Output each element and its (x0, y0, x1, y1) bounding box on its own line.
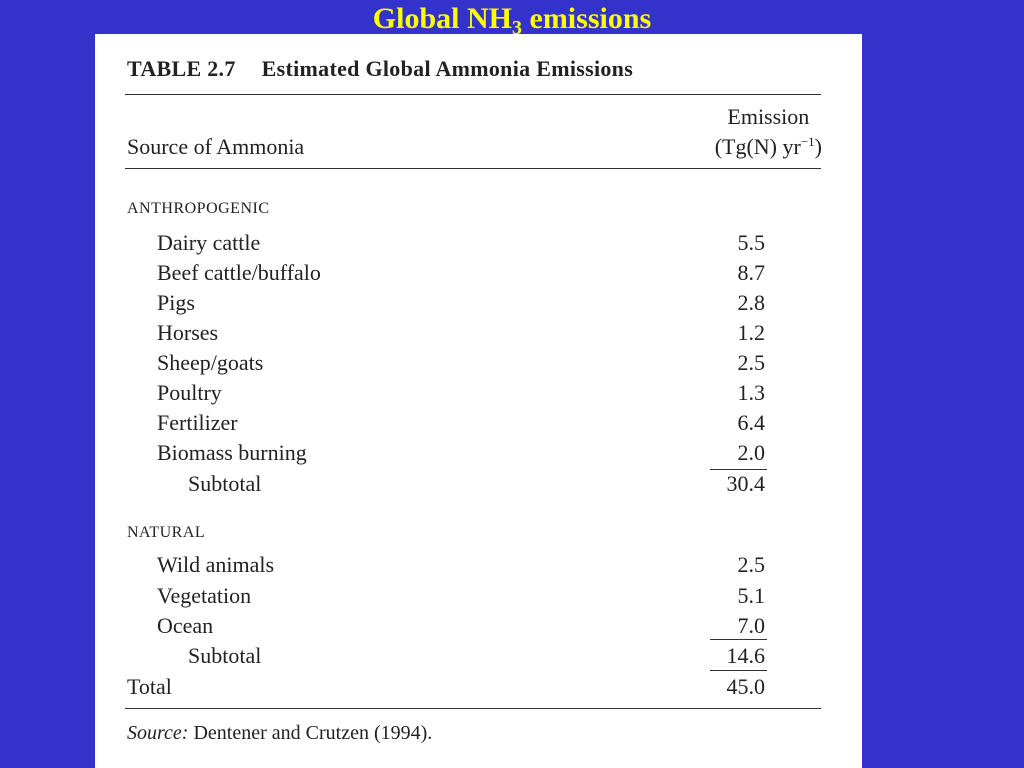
table-row-value: 5.1 (737, 583, 766, 608)
table-row-label: Pigs (157, 290, 195, 315)
table-row-label: Dairy cattle (157, 230, 261, 255)
total-label: Total (127, 674, 172, 699)
table-row-label: Vegetation (157, 583, 252, 608)
source-label: Source: (127, 722, 189, 744)
group-heading-natural: NATURAL (127, 524, 206, 541)
source-note: Source: Dentener and Crutzen (1994). (127, 722, 432, 745)
slide-title-subscript: 3 (512, 17, 522, 36)
total-value: 45.0 (726, 674, 766, 699)
table-row-label: Wild animals (157, 552, 275, 577)
table-row-value: 5.5 (737, 230, 766, 255)
table-row-label: Fertilizer (157, 410, 238, 435)
table-row-value: 6.4 (737, 410, 766, 435)
table-row-value: 2.8 (737, 290, 766, 315)
group-heading-anthropogenic: ANTHROPOGENIC (127, 200, 270, 217)
table-row-label: Beef cattle/buffalo (157, 260, 321, 285)
table-row-label: Biomass burning (157, 440, 307, 465)
slide-title-suffix: emissions (522, 2, 652, 35)
header-rule (125, 168, 821, 169)
table-row-label: Sheep/goats (157, 350, 264, 375)
sum-underline (710, 469, 767, 470)
table-row-label: Ocean (157, 613, 214, 638)
table-number: TABLE 2.7 (127, 56, 236, 81)
top-rule (125, 94, 821, 95)
table-row-value: 2.0 (737, 440, 766, 465)
emission-unit-exponent: −1 (800, 134, 815, 149)
subtotal-value: 30.4 (726, 471, 766, 496)
table-row-label: Poultry (157, 380, 222, 405)
source-text: Dentener and Crutzen (1994). (188, 722, 433, 744)
subtotal-label: Subtotal (188, 643, 262, 668)
emission-unit-close: ) (814, 134, 822, 159)
table-row-value: 2.5 (737, 552, 766, 577)
table-row-value: 8.7 (737, 260, 766, 285)
table-panel: TABLE 2.7 Estimated Global Ammonia Emissi… (95, 34, 862, 768)
slide-title: Global NH3 emissions (0, 0, 1024, 36)
sum-underline (710, 670, 767, 671)
column-header-emission: Emission (Tg(N) yr−1) (715, 102, 822, 162)
table-row-value: 1.3 (737, 380, 766, 405)
bottom-rule (125, 708, 821, 709)
table-caption: TABLE 2.7 Estimated Global Ammonia Emissi… (127, 56, 633, 82)
slide-title-text: Global NH (372, 2, 512, 35)
subtotal-label: Subtotal (188, 471, 262, 496)
sum-underline (710, 639, 767, 640)
column-header-emission-line2: (Tg(N) yr−1) (715, 132, 822, 162)
table-row-label: Horses (157, 320, 219, 345)
table-row-value: 2.5 (737, 350, 766, 375)
table-row-value: 7.0 (737, 613, 766, 638)
subtotal-value: 14.6 (726, 643, 766, 668)
table-row-value: 1.2 (737, 320, 766, 345)
emission-unit: (Tg(N) yr (714, 134, 801, 159)
column-header-source: Source of Ammonia (127, 134, 305, 159)
column-header-emission-line1: Emission (727, 104, 810, 129)
table-caption-text: Estimated Global Ammonia Emissions (261, 56, 634, 81)
